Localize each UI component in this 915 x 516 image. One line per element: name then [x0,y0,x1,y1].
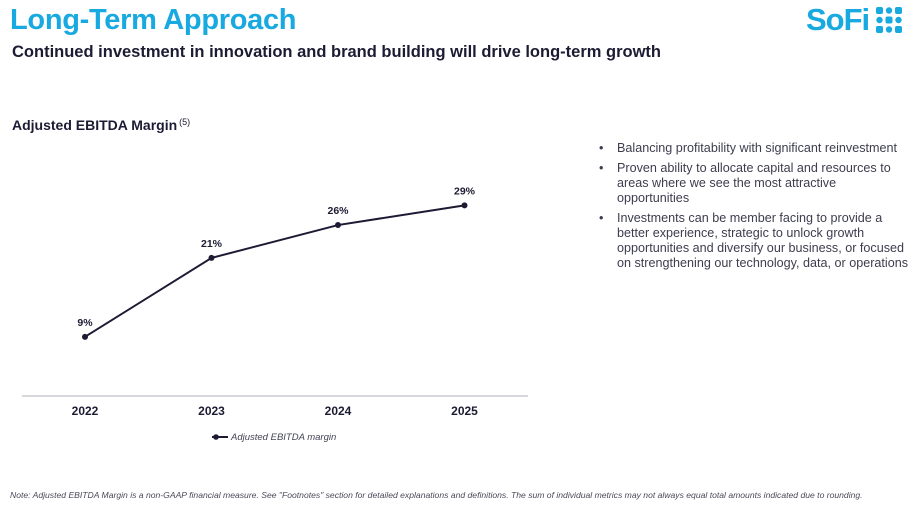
footnote: Note: Adjusted EBITDA Margin is a non-GA… [10,490,863,500]
key-point-text: Investments can be member facing to prov… [617,211,909,270]
key-point-item: • Balancing profitability with significan… [597,141,909,156]
key-point-item: • Proven ability to allocate capital and … [597,161,909,206]
data-point [208,254,215,261]
key-point-item: • Investments can be member facing to pro… [597,211,909,271]
x-tick-label: 2025 [451,404,478,418]
data-label: 9% [77,317,93,329]
sofi-logo: SoFi [806,2,903,38]
data-label: 26% [327,205,349,217]
page-subtitle: Continued investment in innovation and b… [12,43,661,61]
data-point [461,202,468,209]
ebitda-line-chart: 9% 21% 26% 29% 2022 2023 2024 2025 Adjusted EB… [22,185,528,443]
bullet-marker: • [599,161,604,175]
chart-title-footnote: (5) [179,117,191,127]
chart-title: Adjusted EBITDA Margin (5) [12,117,190,133]
page-title: Long-Term Approach [10,4,297,36]
data-label: 21% [201,238,223,250]
series-line-adjusted-ebitda-margin [84,204,465,338]
key-points-list: • Balancing profitability with significan… [597,141,909,276]
logo-text: SoFi [806,2,870,37]
x-tick-label: 2024 [325,404,352,418]
data-point [82,333,88,340]
legend-swatch-marker [213,434,219,440]
legend-label: Adjusted EBITDA margin [230,432,336,443]
x-tick-label: 2023 [198,404,225,418]
data-label: 29% [454,185,476,197]
data-point [335,222,341,229]
chart-legend: Adjusted EBITDA margin [212,432,336,443]
bullet-marker: • [599,141,604,155]
x-tick-label: 2022 [72,404,99,418]
key-point-text: Balancing profitability with significant… [617,141,897,155]
key-point-text: Proven ability to allocate capital and r… [617,161,891,205]
bullet-marker: • [599,211,604,225]
logo-grid-icon [876,7,903,33]
chart-title-text: Adjusted EBITDA Margin [12,117,178,133]
